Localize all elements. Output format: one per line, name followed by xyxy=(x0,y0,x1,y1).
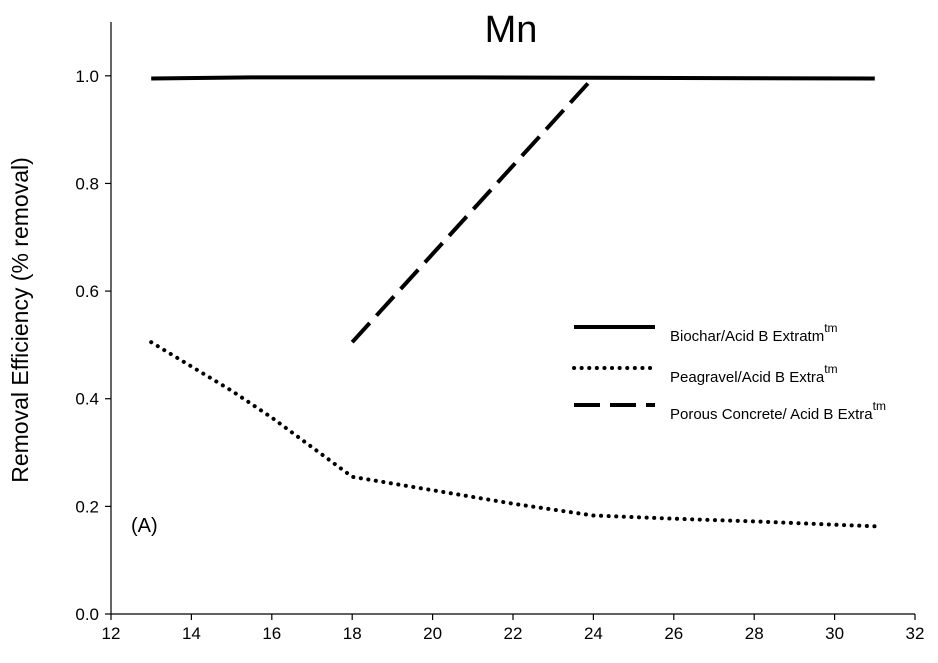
x-tick-label: 22 xyxy=(504,624,523,643)
x-tick-label: 16 xyxy=(262,624,281,643)
x-tick-label: 18 xyxy=(343,624,362,643)
y-tick-label: 0.8 xyxy=(75,174,99,193)
legend-label: Porous Concrete/ Acid B Extratm xyxy=(670,399,886,423)
series-line-dashed xyxy=(350,76,595,344)
x-tick-label: 32 xyxy=(906,624,925,643)
x-tick-label: 20 xyxy=(423,624,442,643)
y-tick-label: 1.0 xyxy=(75,67,99,86)
y-tick-label: 0.2 xyxy=(75,497,99,516)
panel-annotation: (A) xyxy=(131,515,158,537)
x-tick-label: 12 xyxy=(102,624,121,643)
legend-label: Peagravel/Acid B Extratm xyxy=(670,362,838,386)
legend-label-superscript: tm xyxy=(824,362,837,376)
x-tick-label: 30 xyxy=(825,624,844,643)
legend-label-text: Porous Concrete/ Acid B Extra xyxy=(670,406,873,423)
y-tick-label: 0.6 xyxy=(75,282,99,301)
y-ticks: 0.0 0.2 0.4 0.6 0.8 1.0 xyxy=(75,67,111,624)
y-tick-label: 0.4 xyxy=(75,390,99,409)
x-tick-label: 26 xyxy=(664,624,683,643)
legend-label-text: Peagravel/Acid B Extra xyxy=(670,369,825,386)
series-line-solid xyxy=(151,75,875,81)
legend-label: Biochar/Acid B Extratmtm xyxy=(670,321,838,345)
x-tick-label: 24 xyxy=(584,624,603,643)
x-tick-label: 14 xyxy=(182,624,201,643)
x-ticks: 12 14 16 18 20 22 24 26 28 30 32 xyxy=(102,614,925,643)
chart-title: Mn xyxy=(485,9,538,51)
y-axis-label: Removal Efficiency (% removal) xyxy=(7,157,33,483)
legend-label-superscript: tm xyxy=(873,399,886,413)
x-tick-label: 28 xyxy=(745,624,764,643)
y-tick-label: 0.0 xyxy=(75,605,99,624)
legend-label-text: Biochar/Acid B Extratm xyxy=(670,328,824,345)
axes xyxy=(110,22,915,615)
series-lines xyxy=(149,75,877,529)
series-line-dotted xyxy=(149,340,877,529)
legend-label-superscript: tm xyxy=(824,321,837,335)
